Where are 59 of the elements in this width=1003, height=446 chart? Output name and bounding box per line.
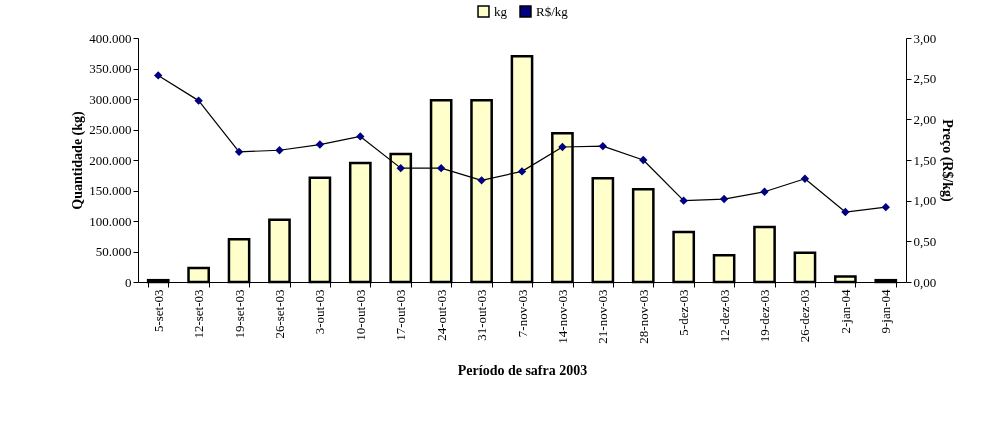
point — [841, 207, 850, 217]
y-tick-label: 150.000 — [89, 183, 132, 198]
y2-tick-label: 0,00 — [913, 274, 937, 290]
x-tick-label: 9-jan-04 — [878, 289, 894, 334]
x-tick-label: 19-set-03 — [231, 289, 247, 339]
point — [436, 163, 446, 173]
x-tick-label: 7-nov-03 — [514, 289, 530, 338]
point — [275, 146, 284, 155]
point — [356, 132, 365, 141]
x-tick-label: 2-jan-04 — [837, 289, 853, 334]
x-tick-label: 14-nov-03 — [554, 289, 570, 344]
y-tick-label: 200.000 — [89, 152, 132, 168]
y-axis-title: Quantidade (kg) — [70, 110, 87, 210]
legend-label: R$/kg — [536, 3, 569, 19]
y2-tick-label: 1,50 — [913, 152, 937, 168]
point — [194, 96, 203, 105]
point — [598, 141, 608, 151]
x-axis-title: Período de safra 2003 — [457, 362, 588, 378]
x-tick-label: 26-set-03 — [271, 289, 287, 339]
y2-tick-label: 1,00 — [913, 193, 937, 209]
y-tick-label: 350.000 — [89, 61, 132, 76]
point — [679, 196, 688, 205]
x-tick-label: 17-out-03 — [393, 289, 409, 341]
y-tick-label: 100.000 — [89, 213, 132, 229]
y2-tick-label: 3,00 — [913, 30, 937, 46]
x-tick-label: 19-dez-03 — [757, 289, 773, 343]
point — [154, 71, 163, 80]
x-tick-label: 12-dez-03 — [716, 289, 732, 343]
y-tick-label: 300.000 — [89, 91, 132, 107]
point — [800, 174, 810, 183]
legend-label: kg — [494, 3, 508, 19]
y-tick-label: 400.000 — [89, 30, 132, 46]
point — [234, 147, 244, 157]
x-tick-label: 12-set-03 — [191, 289, 207, 339]
y2-tick-label: 0,50 — [913, 233, 937, 249]
point — [396, 163, 405, 173]
x-tick-label: 21-nov-03 — [595, 289, 611, 344]
point — [639, 155, 648, 165]
point — [760, 187, 769, 196]
point — [315, 140, 325, 149]
y-tick-label: 250.000 — [89, 122, 132, 137]
x-tick-label: 26-dez-03 — [797, 289, 813, 343]
x-tick-label: 5-dez-03 — [676, 289, 692, 336]
y2-tick-label: 2,50 — [913, 71, 937, 87]
y-tick-label: 0 — [125, 274, 132, 290]
x-tick-label: 5-set-03 — [150, 289, 166, 333]
x-tick-label: 31-out-03 — [474, 289, 490, 341]
point — [558, 142, 567, 152]
x-tick-label: 24-out-03 — [433, 289, 449, 341]
y2-tick-label: 2,00 — [913, 111, 937, 127]
point — [719, 194, 729, 204]
y-tick-label: 50.000 — [95, 244, 132, 259]
point — [881, 202, 890, 212]
x-tick-label: 3-out-03 — [312, 289, 328, 335]
point — [477, 176, 486, 185]
point — [517, 167, 527, 176]
x-tick-label: 10-out-03 — [352, 289, 368, 341]
x-tick-label: 28-nov-03 — [635, 289, 651, 344]
y2-axis-title: Preço (R$/kg) — [939, 119, 956, 203]
